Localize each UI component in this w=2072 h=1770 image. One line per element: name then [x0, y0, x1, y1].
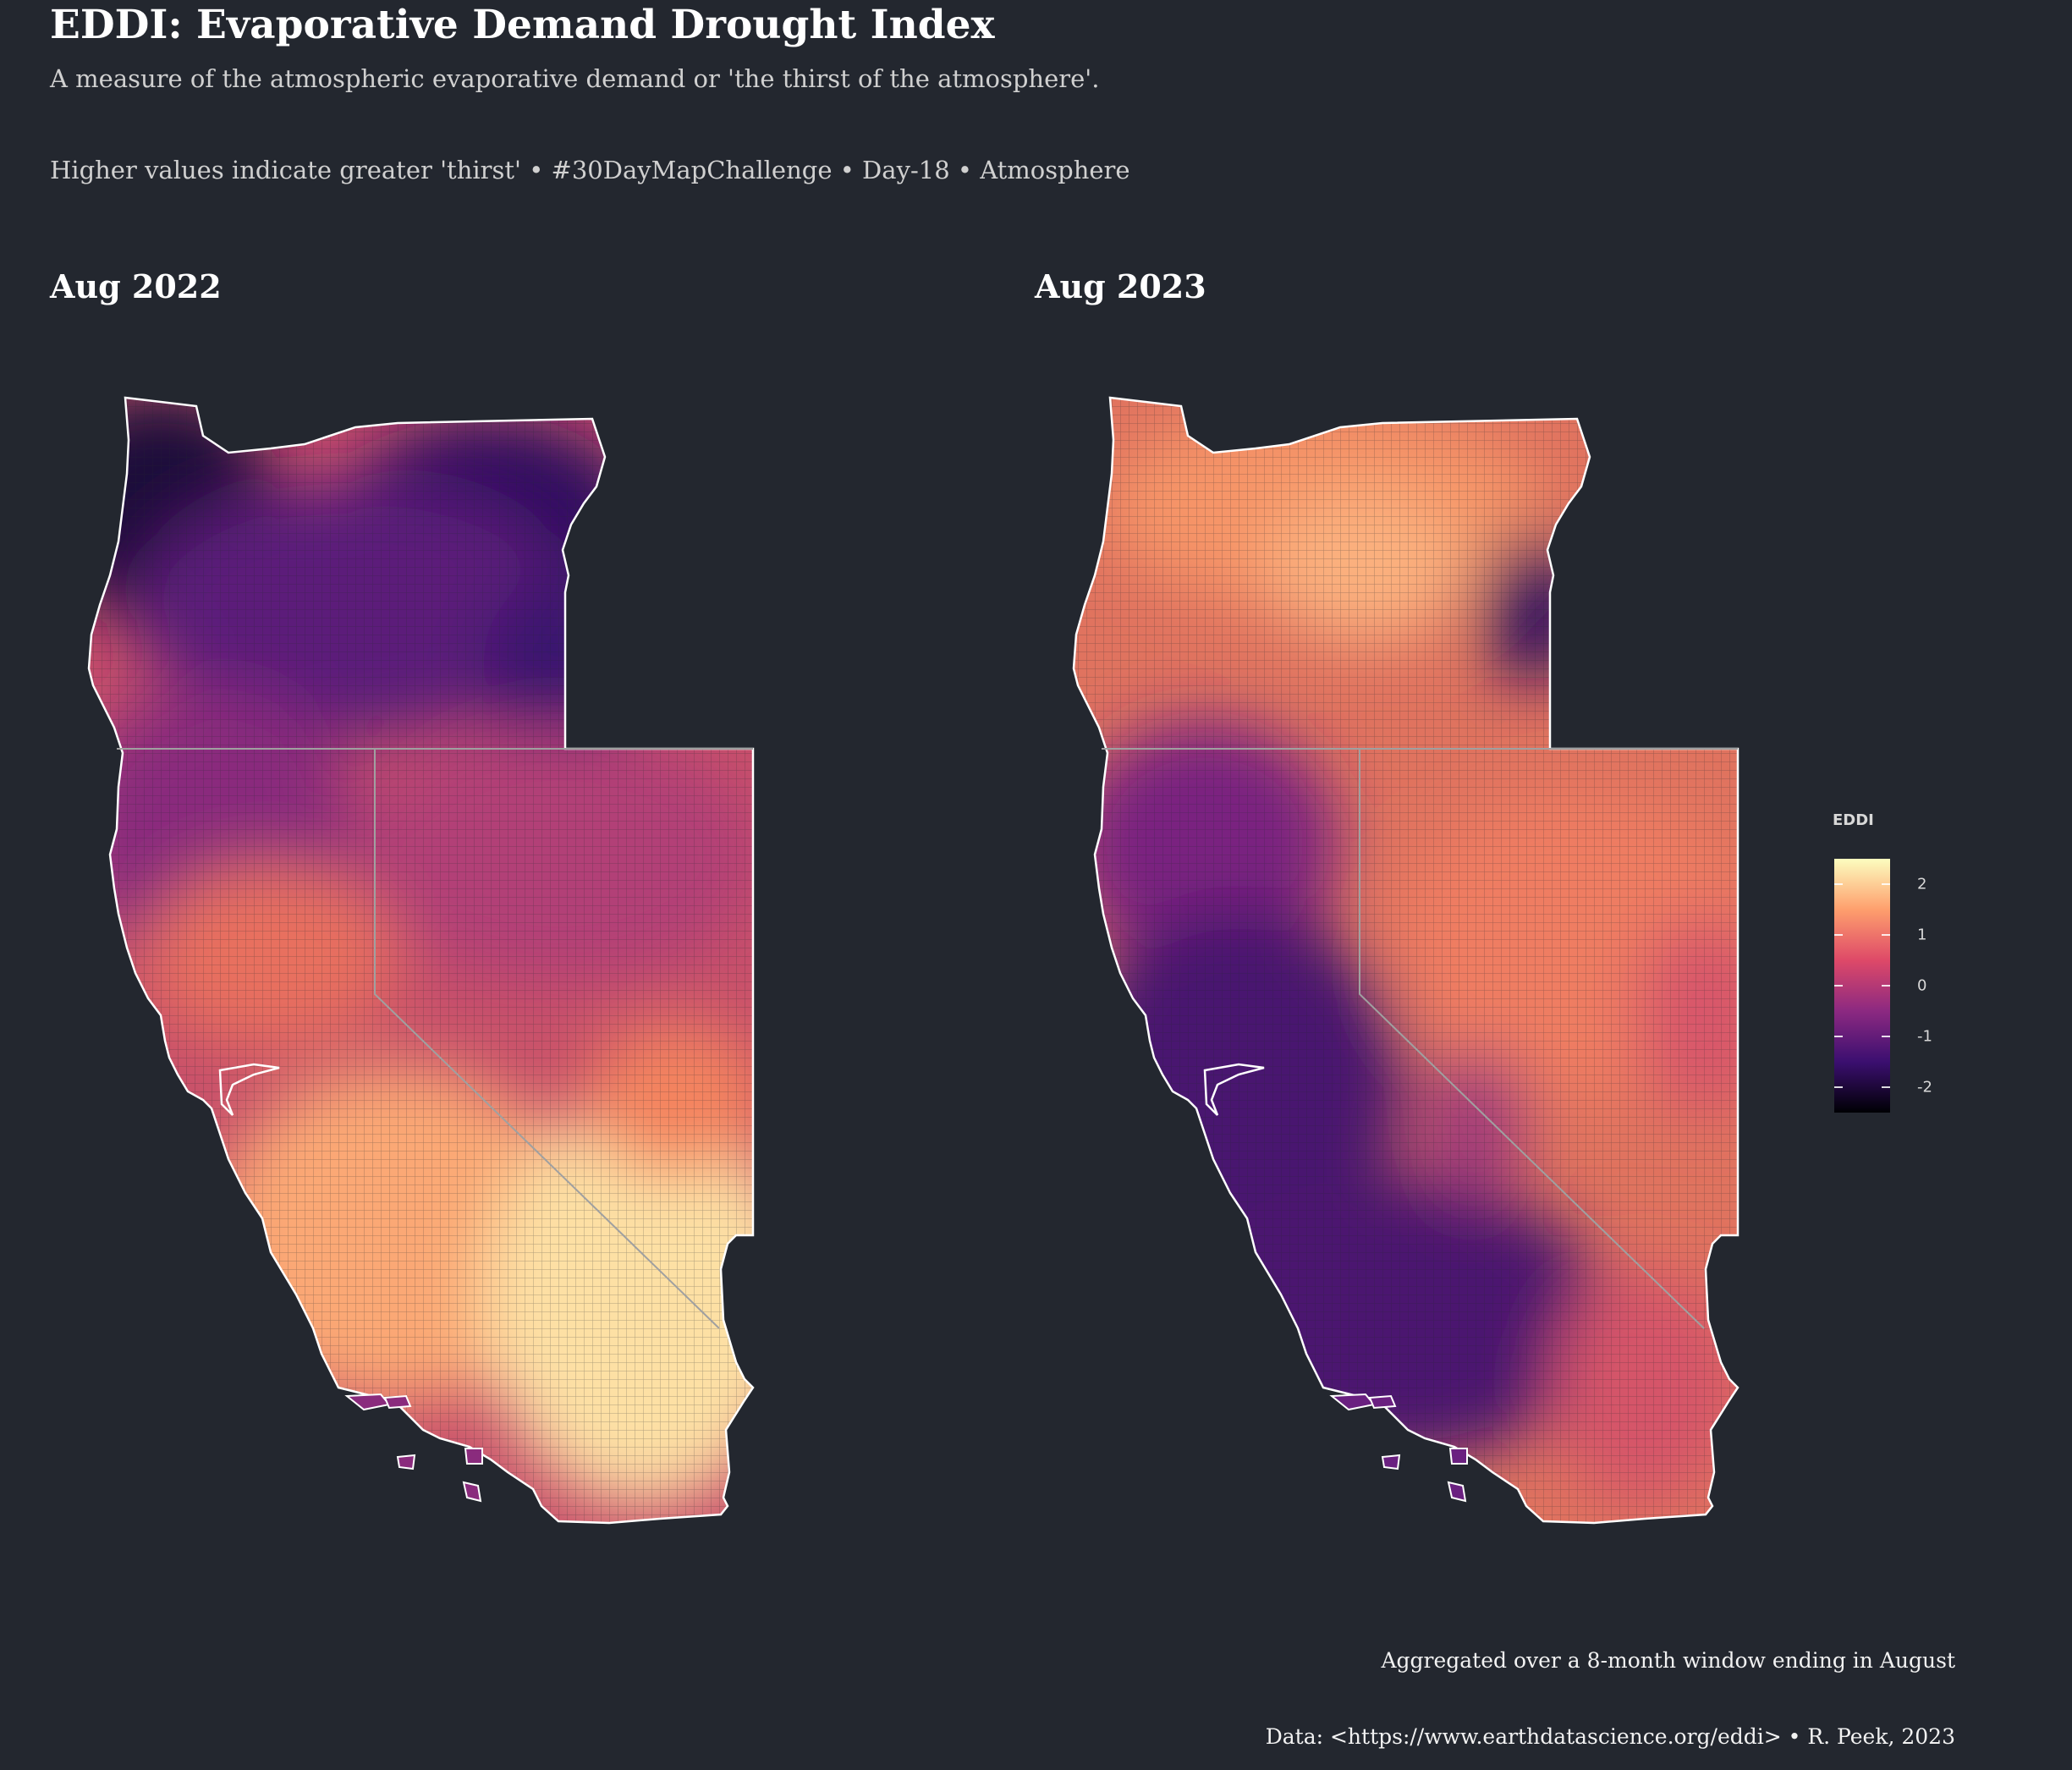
map-panel-2022: [0, 0, 985, 1770]
legend-title: EDDI: [1833, 811, 1874, 829]
caption-window-note: Aggregated over a 8-month window ending …: [1381, 1648, 1955, 1673]
legend-tick-label: 0: [1917, 977, 1926, 995]
legend-tick-label: 2: [1917, 876, 1926, 893]
legend-tick-label: 1: [1917, 926, 1926, 944]
legend-tick-label: -1: [1917, 1028, 1932, 1046]
color-legend: EDDI 2 1 0 -1 -2: [1833, 808, 1959, 1130]
legend-tick-label: -2: [1917, 1079, 1932, 1097]
map-panel-2023: [985, 0, 1970, 1770]
caption-data-source: Data: <https://www.earthdatascience.org/…: [1266, 1724, 1955, 1749]
